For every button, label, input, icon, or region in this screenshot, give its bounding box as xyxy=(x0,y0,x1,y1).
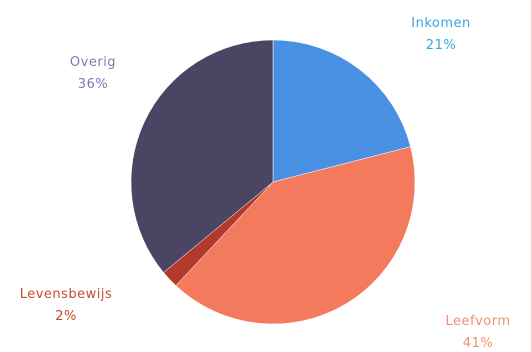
slice-name-overig: Overig xyxy=(69,55,117,70)
slice-name-inkomen: Inkomen xyxy=(411,16,471,31)
slice-percent-levensbewijs: 2% xyxy=(55,309,77,324)
pie-slice-inkomen xyxy=(272,39,411,183)
slice-label-inkomen: Inkomen 21% xyxy=(398,13,484,57)
slice-label-leefvorm: Leefvorm 41% xyxy=(430,311,526,352)
pie-slice-leefvorm xyxy=(175,146,416,325)
slice-name-levensbewijs: Levensbewijs xyxy=(19,287,113,302)
slice-percent-inkomen: 21% xyxy=(425,38,457,53)
slice-label-levensbewijs: Levensbewijs 2% xyxy=(6,284,126,328)
slice-percent-leefvorm: 41% xyxy=(462,336,494,351)
slice-name-leefvorm: Leefvorm xyxy=(445,314,511,329)
pie-slice-overig xyxy=(130,39,274,273)
slice-label-overig: Overig 36% xyxy=(50,52,136,96)
slice-percent-overig: 36% xyxy=(77,77,109,92)
